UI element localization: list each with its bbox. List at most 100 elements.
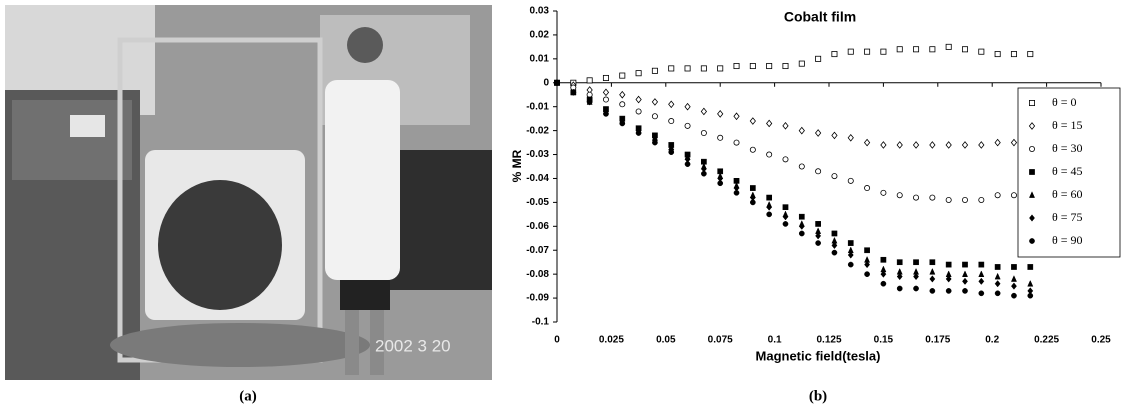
x-tick-label: 0.175: [925, 335, 950, 346]
data-point: [701, 171, 706, 176]
y-tick-label: -0.08: [526, 269, 549, 280]
data-point: [652, 68, 657, 73]
data-point: [685, 162, 690, 167]
data-point: [783, 214, 788, 220]
data-point: [620, 121, 625, 126]
data-point: [767, 120, 772, 126]
data-point: [685, 103, 690, 109]
data-point: [783, 157, 788, 162]
caption: (a): [239, 388, 257, 404]
data-point: [783, 63, 788, 68]
data-point: [1011, 139, 1016, 145]
data-point: [718, 135, 723, 140]
data-point: [962, 47, 967, 52]
data-point: [881, 281, 886, 286]
data-point: [930, 260, 935, 265]
data-point: [734, 113, 739, 119]
data-point: [962, 271, 967, 277]
data-point: [864, 49, 869, 54]
data-point: [832, 132, 837, 138]
data-point: [848, 135, 853, 141]
legend-label: θ = 0: [1052, 95, 1077, 109]
data-point: [767, 63, 772, 68]
data-point: [897, 47, 902, 52]
data-point: [587, 99, 592, 104]
data-point: [848, 262, 853, 267]
data-point: [652, 140, 657, 145]
data-point: [1011, 293, 1016, 298]
radiator: [390, 150, 492, 290]
data-point: [750, 63, 755, 68]
x-tick-label: 0.1: [768, 335, 782, 346]
data-point: [734, 140, 739, 145]
legend-label: θ = 90: [1052, 233, 1083, 247]
data-point: [1011, 193, 1016, 198]
y-tick-label: -0.09: [526, 293, 549, 304]
x-tick-label: 0.225: [1034, 335, 1059, 346]
data-point: [962, 197, 967, 202]
data-point: [636, 109, 641, 114]
x-tick-label: 0.2: [985, 335, 999, 346]
data-point: [718, 111, 723, 117]
data-point: [685, 123, 690, 128]
data-point: [930, 47, 935, 52]
y-tick-label: -0.05: [526, 197, 549, 208]
data-point: [995, 139, 1000, 145]
data-point: [897, 286, 902, 291]
data-point: [979, 262, 984, 267]
data-point: [1028, 51, 1033, 56]
legend-marker: [1029, 146, 1034, 151]
data-point: [881, 257, 886, 262]
chart-title: Cobalt film: [784, 9, 856, 25]
data-point: [816, 221, 821, 226]
data-point: [930, 276, 935, 282]
data-point: [767, 212, 772, 217]
legend-marker: [1029, 100, 1034, 105]
x-axis-label: Magnetic field(tesla): [756, 348, 881, 363]
data-point: [701, 108, 706, 114]
x-tick-label: 0.05: [656, 335, 676, 346]
data-point: [603, 89, 608, 95]
head: [347, 27, 383, 63]
y-axis-label: % MR: [510, 149, 524, 182]
data-point: [930, 269, 935, 275]
data-point: [669, 101, 674, 107]
meters: [70, 115, 105, 137]
data-point: [636, 130, 641, 135]
data-point: [995, 264, 1000, 269]
data-point: [1028, 281, 1033, 287]
data-point: [832, 173, 837, 178]
data-point: [799, 231, 804, 236]
data-point: [571, 90, 576, 95]
data-point: [554, 80, 559, 85]
data-point: [669, 118, 674, 123]
y-tick-label: -0.02: [526, 125, 549, 136]
x-tick-label: 0.075: [708, 335, 733, 346]
data-point: [783, 123, 788, 129]
data-point: [1011, 283, 1016, 289]
turntable: [110, 323, 370, 367]
data-point: [864, 139, 869, 145]
data-point: [979, 49, 984, 54]
data-point: [1011, 51, 1016, 56]
data-point: [832, 51, 837, 56]
data-point: [669, 150, 674, 155]
data-point: [1028, 293, 1033, 298]
photo: 2002 3 20: [5, 5, 492, 380]
y-tick-label: 0.02: [530, 30, 550, 41]
data-point: [1028, 264, 1033, 269]
data-point: [783, 221, 788, 226]
data-point: [979, 197, 984, 202]
data-point: [864, 185, 869, 190]
data-point: [652, 99, 657, 105]
y-tick-label: -0.03: [526, 149, 549, 160]
data-point: [995, 193, 1000, 198]
data-point: [930, 288, 935, 293]
data-point: [946, 44, 951, 49]
data-point: [603, 111, 608, 116]
data-point: [750, 147, 755, 152]
data-point: [848, 49, 853, 54]
data-point: [669, 66, 674, 71]
data-point: [995, 273, 1000, 279]
data-point: [734, 63, 739, 68]
